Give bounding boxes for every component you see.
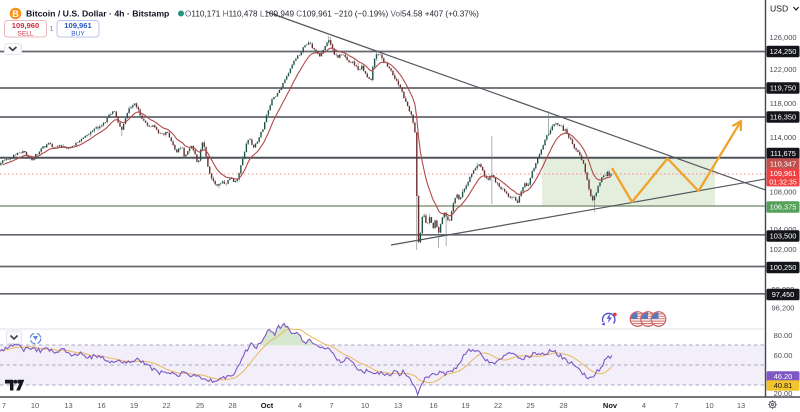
svg-text:USD: USD — [770, 4, 788, 14]
svg-text:119,750: 119,750 — [770, 84, 796, 93]
svg-text:Oct: Oct — [261, 401, 274, 410]
svg-text:10: 10 — [705, 401, 713, 410]
svg-text:111,675: 111,675 — [770, 149, 796, 158]
svg-text:O110,171 H110,478 L109,949 C10: O110,171 H110,478 L109,949 C109,961 −210… — [185, 10, 479, 19]
svg-text:28: 28 — [228, 401, 236, 410]
svg-text:46.20: 46.20 — [774, 372, 793, 381]
svg-text:13: 13 — [737, 401, 745, 410]
svg-text:109,960: 109,960 — [12, 21, 39, 30]
svg-text:Nov: Nov — [603, 401, 618, 410]
svg-text:10: 10 — [361, 401, 369, 410]
svg-text:40.81: 40.81 — [774, 381, 793, 390]
svg-text:25: 25 — [196, 401, 204, 410]
svg-text:19: 19 — [461, 401, 469, 410]
svg-text:Bitcoin / U.S. Dollar · 4h · B: Bitcoin / U.S. Dollar · 4h · Bitstamp — [26, 9, 169, 19]
svg-text:124,250: 124,250 — [770, 47, 797, 56]
svg-text:108,000: 108,000 — [769, 187, 796, 196]
svg-text:13: 13 — [394, 401, 402, 410]
svg-text:BUY: BUY — [71, 31, 85, 38]
svg-text:16: 16 — [97, 401, 105, 410]
svg-text:103,500: 103,500 — [770, 232, 797, 241]
svg-text:7: 7 — [329, 401, 333, 410]
svg-text:122,000: 122,000 — [769, 65, 796, 74]
svg-text:60.00: 60.00 — [774, 351, 793, 360]
svg-text:19: 19 — [130, 401, 138, 410]
svg-text:01:32:35: 01:32:35 — [769, 178, 797, 186]
svg-text:96,200: 96,200 — [772, 303, 795, 312]
svg-text:25: 25 — [526, 401, 534, 410]
svg-text:110,347: 110,347 — [770, 160, 796, 169]
svg-text:4: 4 — [298, 401, 302, 410]
svg-text:80.00: 80.00 — [774, 331, 793, 340]
svg-text:106,375: 106,375 — [770, 203, 797, 212]
svg-text:126,000: 126,000 — [769, 33, 796, 42]
svg-text:16: 16 — [429, 401, 437, 410]
svg-text:102,000: 102,000 — [769, 245, 796, 254]
svg-text:B: B — [12, 9, 19, 19]
svg-text:22: 22 — [162, 401, 170, 410]
svg-text:104,000: 104,000 — [769, 225, 796, 234]
svg-text:28: 28 — [559, 401, 567, 410]
svg-text:20.00: 20.00 — [774, 389, 793, 398]
svg-text:116,350: 116,350 — [770, 113, 796, 122]
svg-text:118,000: 118,000 — [770, 99, 797, 108]
svg-text:22: 22 — [494, 401, 502, 410]
svg-text:97,450: 97,450 — [772, 290, 795, 299]
svg-text:SELL: SELL — [17, 31, 33, 38]
svg-text:109,961: 109,961 — [770, 169, 797, 178]
svg-text:7: 7 — [2, 401, 6, 410]
svg-text:1: 1 — [50, 26, 54, 33]
svg-text:109,961: 109,961 — [64, 21, 92, 30]
svg-text:10: 10 — [31, 401, 39, 410]
svg-text:7: 7 — [674, 401, 678, 410]
svg-text:114,000: 114,000 — [770, 133, 797, 142]
svg-text:4: 4 — [642, 401, 646, 410]
svg-text:13: 13 — [64, 401, 72, 410]
svg-text:100,250: 100,250 — [770, 263, 797, 272]
